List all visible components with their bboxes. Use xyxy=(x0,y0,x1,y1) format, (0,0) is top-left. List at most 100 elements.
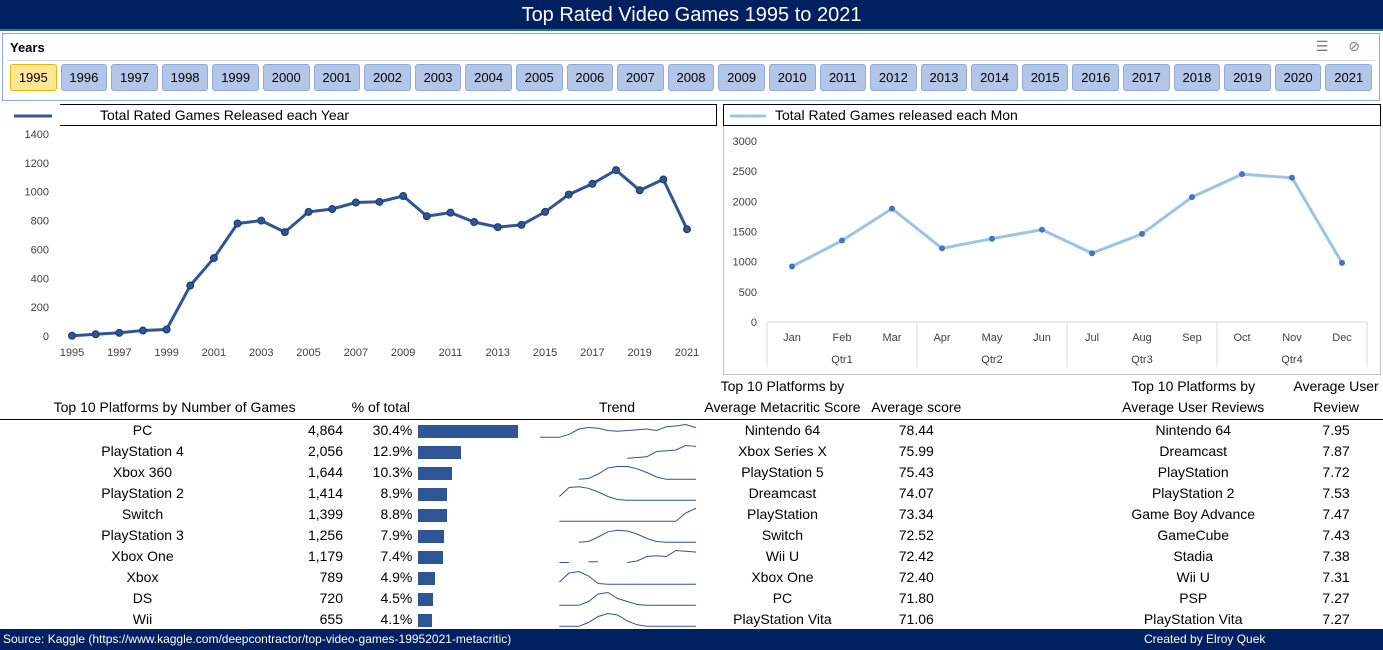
platform-name-text: Xbox 360 xyxy=(112,464,173,480)
platform-name-text: Wii xyxy=(132,611,153,627)
trend-cell xyxy=(538,546,696,567)
platform-name: Switch 1,399 xyxy=(0,504,349,525)
year-button-2002[interactable]: 2002 xyxy=(364,64,411,91)
year-button-2009[interactable]: 2009 xyxy=(718,64,765,91)
y-tick-label: 1500 xyxy=(733,227,757,239)
game-count: 4,864 xyxy=(307,422,343,439)
data-point xyxy=(115,328,124,337)
user-score: 7.72 xyxy=(1322,464,1350,480)
data-point xyxy=(446,208,455,217)
user-score: 7.53 xyxy=(1322,485,1350,501)
y-tick-label: 3000 xyxy=(733,136,757,148)
user-platform: PlayStation Vita xyxy=(1143,611,1243,627)
month-label: Nov xyxy=(1282,332,1302,344)
metacritic-score: 73.34 xyxy=(898,506,934,522)
y-tick-label: 0 xyxy=(751,317,757,329)
x-tick-label: 2007 xyxy=(344,347,368,359)
year-button-2020[interactable]: 2020 xyxy=(1274,64,1322,91)
user-platform: Nintendo 64 xyxy=(1155,422,1231,439)
pct-header: % of total xyxy=(351,399,410,415)
year-button-2013[interactable]: 2013 xyxy=(920,64,968,91)
table-row: Xbox 789 4.9% Xbox One 72.40 Wii U 7.31 xyxy=(0,567,1383,588)
data-point xyxy=(1189,194,1195,201)
x-tick-label: 2021 xyxy=(675,347,699,359)
data-point xyxy=(493,223,502,232)
year-button-2007[interactable]: 2007 xyxy=(617,64,664,91)
table-row: PlayStation 2 1,414 8.9% Dreamcast 74.07 Play… xyxy=(0,483,1383,504)
user-score: 7.38 xyxy=(1322,548,1350,564)
year-button-2016[interactable]: 2016 xyxy=(1072,64,1120,91)
year-button-2003[interactable]: 2003 xyxy=(414,64,462,91)
data-point xyxy=(1289,174,1295,181)
multi-select-icon[interactable]: ☰ xyxy=(1315,38,1329,54)
year-button-2015[interactable]: 2015 xyxy=(1021,64,1069,91)
platform-name: DS 720 xyxy=(0,588,349,609)
month-label: Feb xyxy=(833,332,852,344)
year-button-2006[interactable]: 2006 xyxy=(566,64,614,91)
month-label: Mar xyxy=(883,332,902,344)
year-button-2019[interactable]: 2019 xyxy=(1224,64,1271,91)
credit-text: Created by Elroy Quek xyxy=(1144,632,1266,646)
year-button-2000[interactable]: 2000 xyxy=(262,64,310,91)
year-button-2021[interactable]: 2021 xyxy=(1325,64,1373,91)
year-button-1995[interactable]: 1995 xyxy=(10,64,57,91)
clear-filter-icon[interactable]: ⊘ xyxy=(1348,38,1360,54)
bar-cell xyxy=(412,609,538,630)
year-button-2001[interactable]: 2001 xyxy=(313,64,361,91)
user-platform: Dreamcast xyxy=(1159,443,1228,459)
year-button-2018[interactable]: 2018 xyxy=(1173,64,1221,91)
table-row: Xbox 360 1,644 10.3% PlayStation 5 75.43 Play… xyxy=(0,462,1383,483)
year-button-1999[interactable]: 1999 xyxy=(212,64,259,91)
year-button-2005[interactable]: 2005 xyxy=(515,64,563,91)
sparkline-path xyxy=(559,507,696,522)
user-platform: GameCube xyxy=(1157,527,1229,543)
user-platform: Stadia xyxy=(1173,548,1214,564)
yearly-games-chart: 0 200 400 600 800 1000 1200 1400 1995 1997 1999 200… xyxy=(0,104,718,375)
chart-title: Total Rated Games released each Mon xyxy=(723,104,1381,126)
table-row: DS 720 4.5% PC 71.80 PSP 7.27 xyxy=(0,588,1383,609)
year-button-2011[interactable]: 2011 xyxy=(819,64,867,91)
bar-cell xyxy=(412,483,538,504)
year-buttons: 1995 1996 1997 1998 1999 2000 2001 2002 2003 2004… xyxy=(10,64,1373,91)
year-button-2008[interactable]: 2008 xyxy=(667,64,715,91)
year-button-2012[interactable]: 2012 xyxy=(870,64,917,91)
game-count: 1,399 xyxy=(307,506,343,522)
user-platform: PSP xyxy=(1179,590,1208,606)
data-point xyxy=(257,216,266,225)
monthly-games-chart: 0 500 1000 1500 2000 2500 3000 Qtr1 Qtr2 Qtr3 Qtr4… xyxy=(723,104,1381,375)
header-line: Top 10 Platforms by xyxy=(1131,378,1256,394)
game-count: 789 xyxy=(319,569,343,585)
sparkline-path xyxy=(559,549,696,563)
metacritic-platform: PlayStation xyxy=(747,506,818,522)
year-button-2010[interactable]: 2010 xyxy=(768,64,816,91)
user-score: 7.87 xyxy=(1322,443,1350,459)
series-line xyxy=(791,172,1344,268)
year-button-2017[interactable]: 2017 xyxy=(1123,64,1170,91)
user-score: 7.31 xyxy=(1322,569,1350,585)
year-button-1997[interactable]: 1997 xyxy=(111,64,158,91)
x-tick-label: 2019 xyxy=(627,347,651,359)
data-point xyxy=(91,330,100,339)
platform-name: Xbox One 1,179 xyxy=(0,546,349,567)
user-platform-header: Top 10 Platforms by Average User Reviews xyxy=(1097,376,1289,420)
year-button-1998[interactable]: 1998 xyxy=(161,64,209,91)
year-button-1996[interactable]: 1996 xyxy=(60,64,108,91)
x-tick-label: 2011 xyxy=(439,347,463,359)
spacer-cell xyxy=(964,567,1098,588)
platform-name-text: PlayStation 3 xyxy=(101,527,184,543)
game-count: 1,644 xyxy=(307,464,343,480)
bar-cell xyxy=(412,504,538,525)
monthly-games-svg: 0 500 1000 1500 2000 2500 3000 Qtr1 Qtr2 Qtr3 Qtr4… xyxy=(730,114,1368,367)
year-button-2004[interactable]: 2004 xyxy=(465,64,512,91)
data-point xyxy=(280,228,289,237)
year-button-2014[interactable]: 2014 xyxy=(971,64,1018,91)
pct-of-total: 30.4% xyxy=(372,422,413,439)
trend-sparkline xyxy=(559,549,696,563)
spacer-cell xyxy=(964,441,1098,462)
platform-name-text: PC xyxy=(132,422,153,439)
spacer-cell xyxy=(964,546,1098,567)
bar-cell xyxy=(412,567,538,588)
x-tick-label: 2003 xyxy=(249,347,273,359)
table-row: Wii 655 4.1% PlayStation Vita 71.06 PlayStati… xyxy=(0,609,1383,630)
game-count: 2,056 xyxy=(307,443,343,459)
